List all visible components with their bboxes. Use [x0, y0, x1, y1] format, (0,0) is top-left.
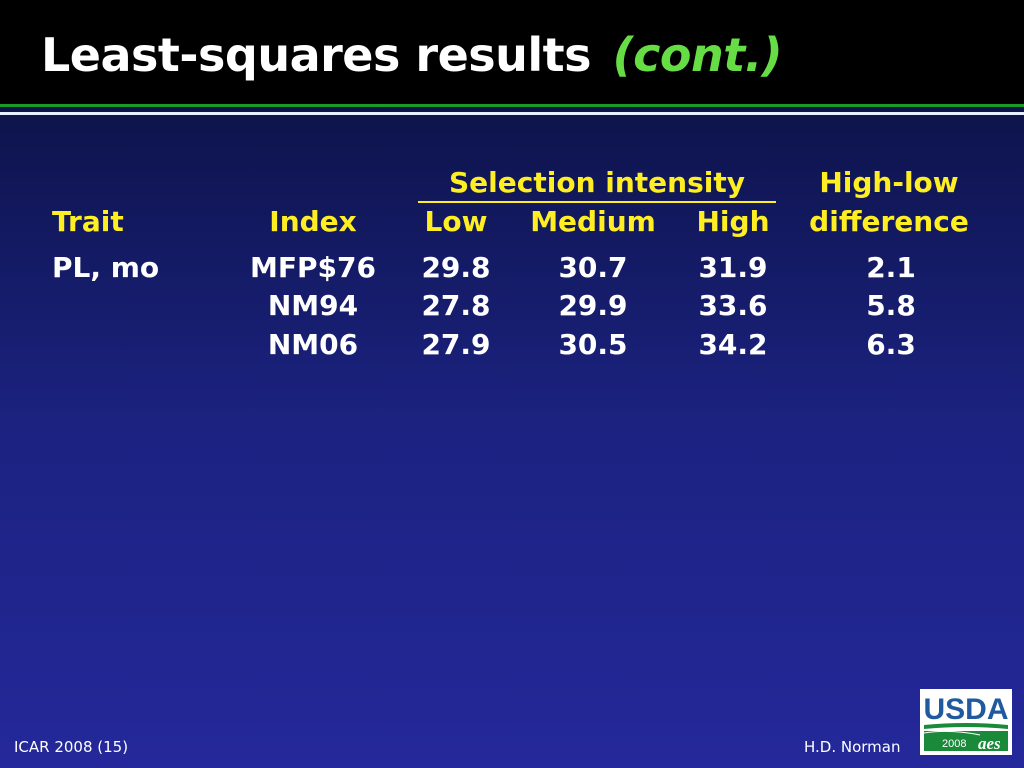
footer-author: H.D. Norman	[804, 738, 901, 756]
table-cell-diff: 2.1	[866, 251, 916, 284]
diff-header-line1: High-low	[819, 166, 959, 199]
diff-header-line2: difference	[809, 205, 969, 238]
slide-title-suffix: (cont.)	[612, 28, 783, 82]
table-cell-low: 29.8	[421, 251, 491, 284]
table-cell-index: NM94	[267, 289, 359, 322]
table-cell-high: 34.2	[698, 328, 768, 361]
col-header-low: Low	[424, 205, 488, 238]
table-cell-medium: 29.9	[558, 289, 628, 322]
table-cell-low: 27.8	[421, 289, 491, 322]
table-cell-low: 27.9	[421, 328, 491, 361]
white-divider	[0, 112, 1024, 115]
usda-logo-text: USDA	[923, 693, 1008, 726]
col-header-medium: Medium	[530, 205, 656, 238]
slide-title: Least-squares results (cont.)	[41, 28, 783, 82]
group-header-underline	[418, 201, 776, 203]
slide-title-main: Least-squares results	[41, 28, 592, 82]
usda-logo: USDA 2008 aes	[920, 689, 1012, 755]
table-cell-medium: 30.5	[558, 328, 628, 361]
green-divider	[0, 104, 1024, 107]
footer-left-text: ICAR 2008 (15)	[14, 738, 129, 756]
table-cell-medium: 30.7	[558, 251, 628, 284]
aes-logo-mark: aes	[978, 734, 1001, 753]
table-cell-diff: 5.8	[866, 289, 916, 322]
table-cell-trait: PL, mo	[52, 251, 160, 284]
title-bar	[0, 0, 1024, 104]
table-cell-high: 31.9	[698, 251, 768, 284]
table-cell-diff: 6.3	[866, 328, 916, 361]
col-header-index: Index	[269, 205, 357, 238]
group-header-selection-intensity: Selection intensity	[449, 166, 745, 199]
col-header-high: High	[696, 205, 770, 238]
table-cell-index: MFP$76	[250, 251, 376, 284]
usda-logo-year: 2008	[942, 738, 966, 750]
table-cell-high: 33.6	[698, 289, 768, 322]
table-cell-index: NM06	[267, 328, 359, 361]
col-header-trait: Trait	[52, 205, 124, 238]
